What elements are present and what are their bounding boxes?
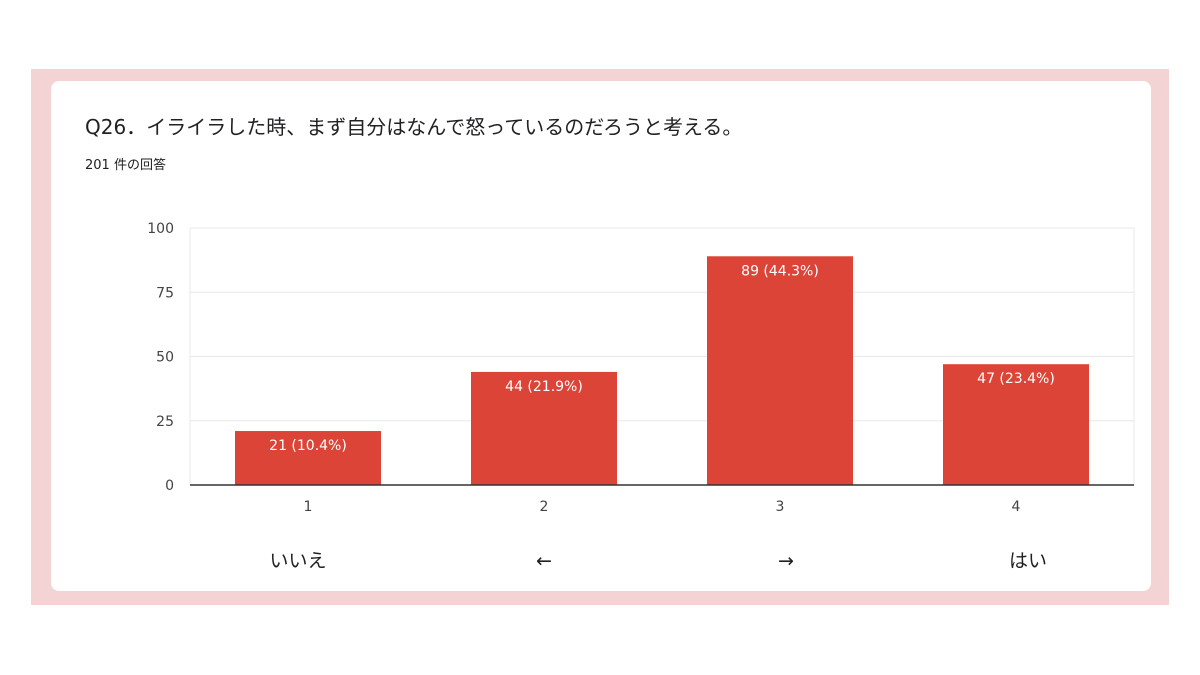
bar: [235, 431, 381, 485]
bar: [471, 371, 617, 485]
x-tick-label: 4: [1012, 499, 1021, 515]
y-tick-label: 100: [147, 221, 174, 237]
x-tick-label: 1: [304, 499, 313, 515]
question-title: Q26．イライラした時、まず自分はなんで怒っているのだろうと考える。: [85, 115, 743, 139]
y-tick-label: 25: [156, 414, 174, 430]
scale-label: はい: [1008, 550, 1048, 572]
bar-data-label: 89 (44.3%): [741, 263, 819, 279]
y-tick-label: 75: [156, 285, 174, 301]
y-tick-label: 0: [165, 478, 174, 494]
scale-label: →: [778, 550, 794, 572]
y-tick-label: 50: [156, 350, 174, 366]
bar-data-label: 21 (10.4%): [269, 438, 347, 454]
scale-label: ←: [536, 550, 552, 572]
question-card: [51, 81, 1151, 591]
bar: [707, 256, 853, 485]
x-tick-label: 3: [776, 499, 785, 515]
x-tick-label: 2: [540, 499, 549, 515]
bar-data-label: 44 (21.9%): [505, 379, 583, 395]
response-count: 201 件の回答: [85, 158, 166, 173]
bar-data-label: 47 (23.4%): [977, 371, 1055, 387]
bar: [943, 364, 1089, 485]
scale-label: いいえ: [269, 550, 327, 572]
